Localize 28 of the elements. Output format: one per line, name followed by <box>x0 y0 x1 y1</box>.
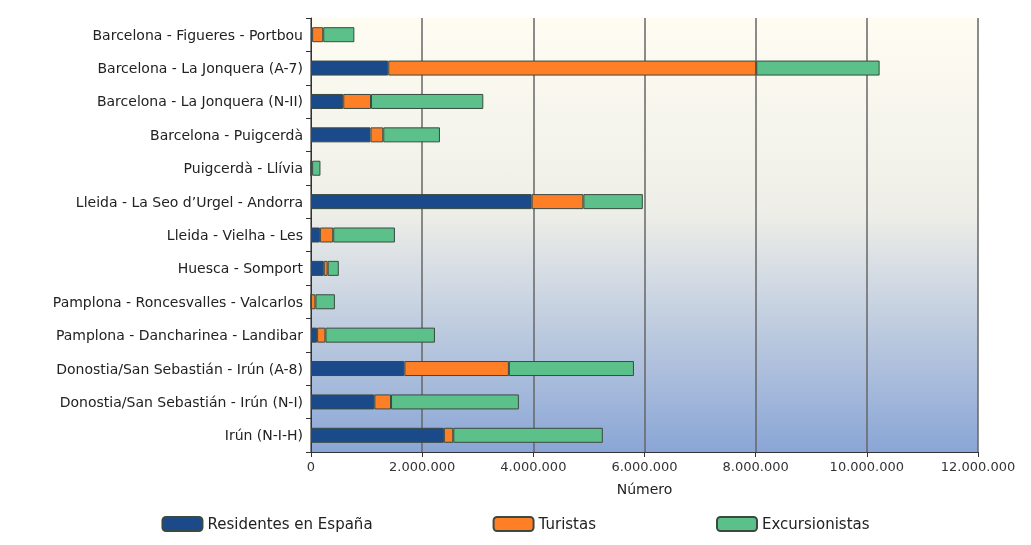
x-tick-label: 4.000.000 <box>500 459 567 474</box>
bar <box>327 260 339 276</box>
x-tick-label: 6.000.000 <box>611 459 678 474</box>
y-tick-label: Pamplona - Dancharinea - Landibar <box>55 327 304 344</box>
x-axis-title: Número <box>616 481 673 497</box>
x-tick-label: 12.000.000 <box>940 459 1016 474</box>
x-tick-label: 2.000.000 <box>389 459 456 474</box>
y-tick-label: Huesca - Somport <box>177 260 304 277</box>
bar <box>315 294 335 310</box>
x-tick-label: 0 <box>306 459 316 474</box>
legend-label: Turistas <box>537 515 597 533</box>
y-tick-label: Irún (N-I-H) <box>224 427 303 444</box>
y-tick-label: Barcelona - La Jonquera (N-II) <box>96 93 303 110</box>
y-tick-label: Donostia/San Sebastián - Irún (A-8) <box>56 360 303 377</box>
y-tick-label: Barcelona - La Jonquera (A-7) <box>97 60 303 77</box>
bar <box>312 160 321 176</box>
x-tick-label: 10.000.000 <box>829 459 905 474</box>
y-tick-label: Donostia/San Sebastián - Irún (N-I) <box>59 393 303 410</box>
x-tick-label: 8.000.000 <box>722 459 789 474</box>
y-tick-label: Pamplona - Roncesvalles - Valcarlos <box>52 293 303 310</box>
bar <box>311 260 324 276</box>
legend-label: Excursionistas <box>762 515 870 533</box>
y-tick-label: Lleida - Vielha - Les <box>166 227 303 243</box>
y-tick-label: Barcelona - Figueres - Portbou <box>92 26 303 43</box>
legend-label: Residentes en España <box>207 515 373 533</box>
y-tick-label: Barcelona - Puigcerdà <box>150 126 303 143</box>
y-tick-label: Lleida - La Seo d’Urgel - Andorra <box>75 193 303 210</box>
y-tick-label: Puigcerdà - Llívia <box>183 160 303 177</box>
